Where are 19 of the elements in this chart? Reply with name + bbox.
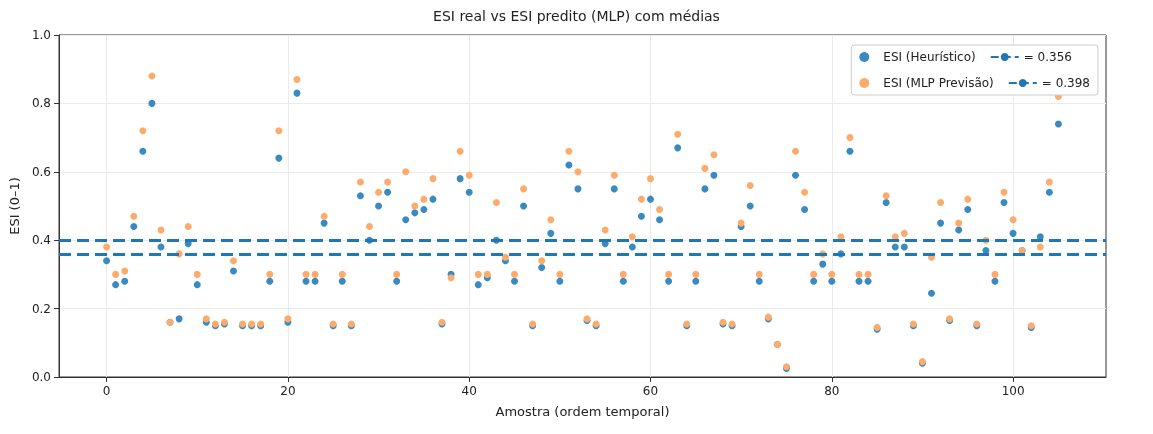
x-tick-label: 40 [461, 384, 477, 398]
x-axis-title: Amostra (ordem temporal) [495, 404, 670, 419]
x-tick-label: 0 [102, 384, 111, 398]
legend-label: = 0.356 [1023, 50, 1072, 64]
y-tick-label: 0.2 [31, 301, 51, 316]
y-tick-label: 1.0 [31, 28, 51, 42]
y-tick-label: 0.6 [31, 164, 51, 179]
x-tick-label: 80 [824, 384, 840, 398]
legend-label: ESI (MLP Previsão) [883, 76, 994, 90]
y-tick-label: 0.8 [31, 96, 51, 111]
y-axis-title: ESI (0–1) [7, 177, 22, 235]
legend-label: ESI (Heurístico) [883, 50, 976, 64]
y-tick-label: 0.4 [31, 233, 51, 248]
legend-label: = 0.398 [1041, 76, 1091, 90]
chart-title: ESI real vs ESI predito (MLP) com médias [433, 8, 720, 24]
x-tick-label: 60 [642, 384, 659, 398]
y-tick-label: 0.0 [31, 370, 51, 384]
x-tick-label: 20 [280, 384, 296, 398]
x-tick-label: 100 [1001, 384, 1025, 398]
